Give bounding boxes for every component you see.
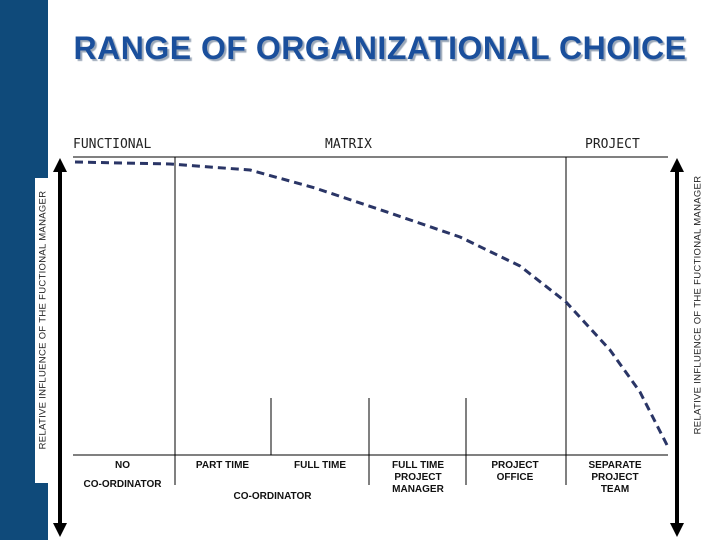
column-header-project: PROJECT [585, 137, 640, 152]
label-separate-project-team: SEPARATE PROJECT TEAM [588, 460, 642, 495]
right-axis-label: RELATIVE INFLUENCE OF THE FUCTIONAL MANA… [692, 175, 704, 435]
left-influence-arrow [53, 158, 67, 537]
column-header-matrix: MATRIX [325, 137, 372, 152]
label-no: NO [115, 460, 130, 471]
influence-curve [74, 160, 670, 448]
label-full-time-project-manager: FULL TIME PROJECT MANAGER [391, 460, 445, 495]
page-title: RANGE OF ORGANIZATIONAL CHOICE [73, 30, 687, 66]
right-influence-arrow [670, 158, 684, 537]
left-axis-label: RELATIVE INFLUENCE OF THE FUCTIONAL MANA… [37, 190, 49, 450]
left-band-highlight [35, 178, 48, 483]
label-full-time: FULL TIME [293, 460, 347, 471]
label-co-coordinator-functional: CO-ORDINATOR [83, 479, 162, 490]
label-part-time: PART TIME [195, 460, 250, 471]
label-project-office: PROJECT OFFICE [491, 460, 539, 483]
label-co-coordinator-matrix: CO-ORDINATOR [233, 491, 312, 502]
column-header-functional: FUNCTIONAL [73, 137, 152, 152]
